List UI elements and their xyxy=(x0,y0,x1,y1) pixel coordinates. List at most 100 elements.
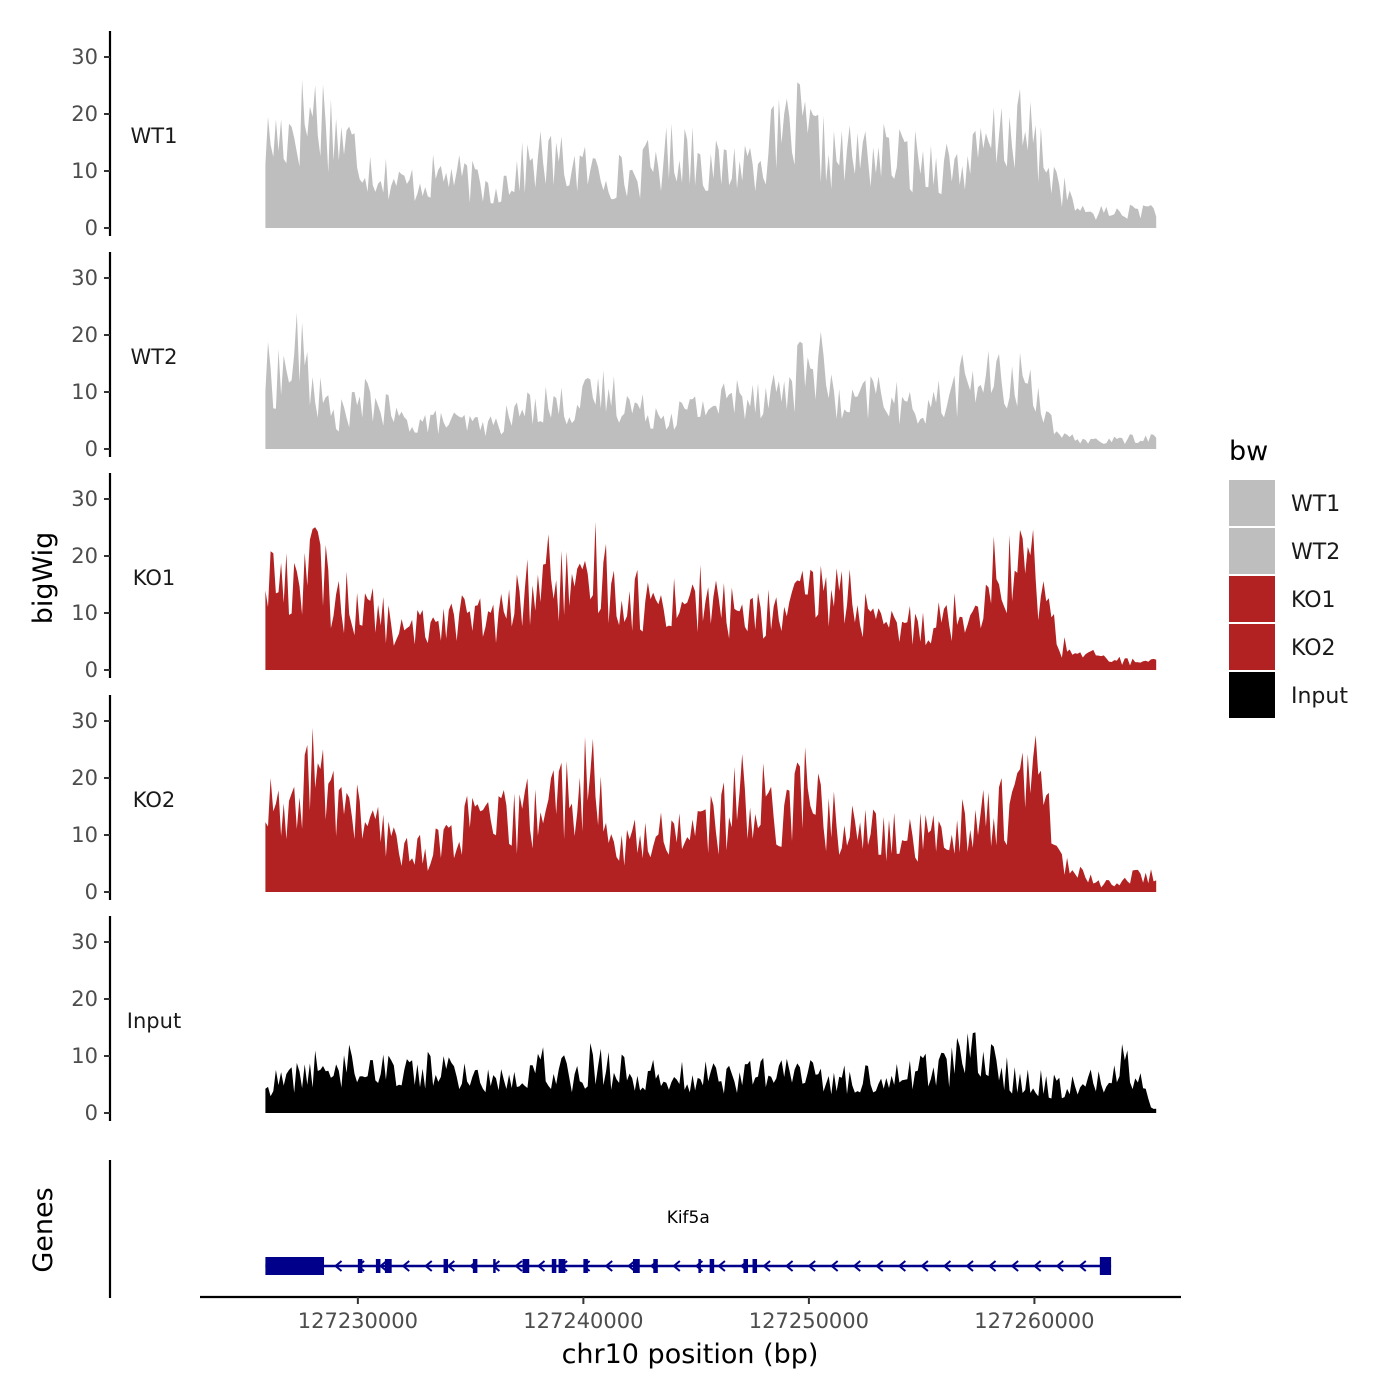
signal-area-ko2 xyxy=(265,727,1157,892)
y-tick-label: 30 xyxy=(71,930,98,954)
strand-arrow-icon xyxy=(942,1260,952,1272)
strand-arrow-icon xyxy=(379,1260,388,1272)
strand-arrow-icon xyxy=(807,1260,816,1272)
y-tick-label: 10 xyxy=(71,159,98,183)
legend-swatch-wt2 xyxy=(1229,528,1275,574)
strand-arrow-icon xyxy=(897,1260,906,1272)
y-tick-label: 20 xyxy=(71,102,98,126)
strand-arrow-icon xyxy=(965,1260,974,1272)
strand-arrow-icon xyxy=(830,1260,839,1272)
strand-arrow-icon xyxy=(1078,1260,1087,1272)
x-tick-label: 127230000 xyxy=(298,1309,418,1333)
legend-swatch-ko2 xyxy=(1229,624,1275,670)
x-tick-label: 127250000 xyxy=(749,1309,869,1333)
legend-label-ko1: KO1 xyxy=(1291,588,1336,613)
gene-exon xyxy=(265,1257,325,1275)
strand-arrow-icon xyxy=(514,1260,523,1272)
track-wt2: 0 10 20 30 WT2 xyxy=(71,252,1157,461)
strand-arrow-icon xyxy=(334,1260,343,1272)
gene-exon xyxy=(1099,1257,1112,1275)
gene-exon xyxy=(522,1259,530,1273)
strand-arrow-icon xyxy=(988,1260,997,1272)
gene-exon xyxy=(558,1259,566,1273)
strand-arrow-icon xyxy=(1033,1260,1042,1272)
track-panels: 0 10 20 30 WT1 0 10 20 30 WT2 0 10 20 30 KO1 0 10 20 30 KO2… xyxy=(71,31,1157,1125)
y-axis-title: bigWig xyxy=(28,532,59,625)
y-tick-label: 20 xyxy=(71,766,98,790)
gene-exon xyxy=(632,1259,640,1273)
track-label: KO2 xyxy=(133,788,176,812)
strand-arrow-icon xyxy=(672,1260,681,1272)
legend-swatch-input xyxy=(1229,672,1275,718)
y-tick-label: 20 xyxy=(71,544,98,568)
x-axis: 127230000 127240000 127250000 127260000 xyxy=(200,1295,1181,1333)
gene-exon xyxy=(551,1259,557,1273)
legend-swatch-wt1 xyxy=(1229,480,1275,526)
strand-arrow-icon xyxy=(717,1260,726,1272)
gene-exon xyxy=(443,1259,449,1273)
track-label: WT2 xyxy=(131,345,178,369)
gene-exon xyxy=(357,1259,363,1273)
strand-arrow-icon xyxy=(852,1260,861,1272)
gene-exon xyxy=(583,1259,588,1273)
legend: bw WT1 WT2 KO1 KO2 Input xyxy=(1229,436,1348,718)
y-tick-label: 0 xyxy=(85,880,98,904)
y-tick-label: 20 xyxy=(71,323,98,347)
y-tick-label: 30 xyxy=(71,45,98,69)
track-label: Input xyxy=(127,1009,181,1033)
legend-swatch-ko1 xyxy=(1229,576,1275,622)
legend-title: bw xyxy=(1229,436,1268,467)
y-tick-label: 10 xyxy=(71,1044,98,1068)
strand-arrow-icon xyxy=(1010,1260,1019,1272)
track-ko1: 0 10 20 30 KO1 xyxy=(71,473,1157,682)
gene-exon xyxy=(375,1259,381,1273)
legend-label-ko2: KO2 xyxy=(1291,636,1336,661)
y-tick-label: 30 xyxy=(71,709,98,733)
strand-arrow-icon xyxy=(920,1260,929,1272)
genes-axis-title: Genes xyxy=(28,1187,59,1272)
y-tick-label: 0 xyxy=(85,658,98,682)
signal-area-wt1 xyxy=(265,80,1157,228)
gene-exon xyxy=(472,1259,478,1273)
gene-exon xyxy=(653,1259,658,1273)
gene-exon xyxy=(384,1259,392,1273)
x-tick-label: 127240000 xyxy=(523,1309,643,1333)
signal-area-wt2 xyxy=(265,312,1157,449)
strand-arrow-icon xyxy=(604,1260,613,1272)
strand-arrow-icon xyxy=(446,1260,455,1272)
y-tick-label: 0 xyxy=(85,216,98,240)
x-axis-title: chr10 position (bp) xyxy=(562,1339,819,1370)
y-tick-label: 30 xyxy=(71,266,98,290)
x-tick-label: 127260000 xyxy=(974,1309,1094,1333)
gene-name-label: Kif5a xyxy=(667,1208,710,1228)
gene-exon xyxy=(743,1259,749,1273)
track-wt1: 0 10 20 30 WT1 xyxy=(71,31,1157,240)
y-tick-label: 20 xyxy=(71,987,98,1011)
signal-area-input xyxy=(265,1032,1157,1113)
gene-exon xyxy=(752,1259,758,1273)
track-input: 0 10 20 30 Input xyxy=(71,916,1157,1125)
track-label: KO1 xyxy=(133,566,176,590)
strand-arrow-icon xyxy=(401,1260,410,1272)
track-ko2: 0 10 20 30 KO2 xyxy=(71,695,1157,904)
signal-area-ko1 xyxy=(265,521,1157,670)
legend-label-wt1: WT1 xyxy=(1291,492,1340,517)
strand-arrow-icon xyxy=(627,1260,636,1272)
y-tick-label: 0 xyxy=(85,437,98,461)
strand-arrow-icon xyxy=(424,1260,433,1272)
gene-exon xyxy=(698,1259,701,1273)
y-tick-label: 10 xyxy=(71,380,98,404)
gene-exon xyxy=(493,1259,496,1273)
y-tick-label: 10 xyxy=(71,601,98,625)
y-tick-label: 30 xyxy=(71,487,98,511)
gene-exon xyxy=(709,1259,715,1273)
strand-arrow-icon xyxy=(875,1260,884,1272)
legend-label-wt2: WT2 xyxy=(1291,540,1340,565)
track-label: WT1 xyxy=(131,124,178,148)
strand-arrow-icon xyxy=(536,1260,546,1272)
strand-arrow-icon xyxy=(1055,1260,1064,1272)
strand-arrow-icon xyxy=(762,1260,771,1272)
strand-arrow-icon xyxy=(785,1260,794,1272)
legend-label-input: Input xyxy=(1291,684,1348,709)
